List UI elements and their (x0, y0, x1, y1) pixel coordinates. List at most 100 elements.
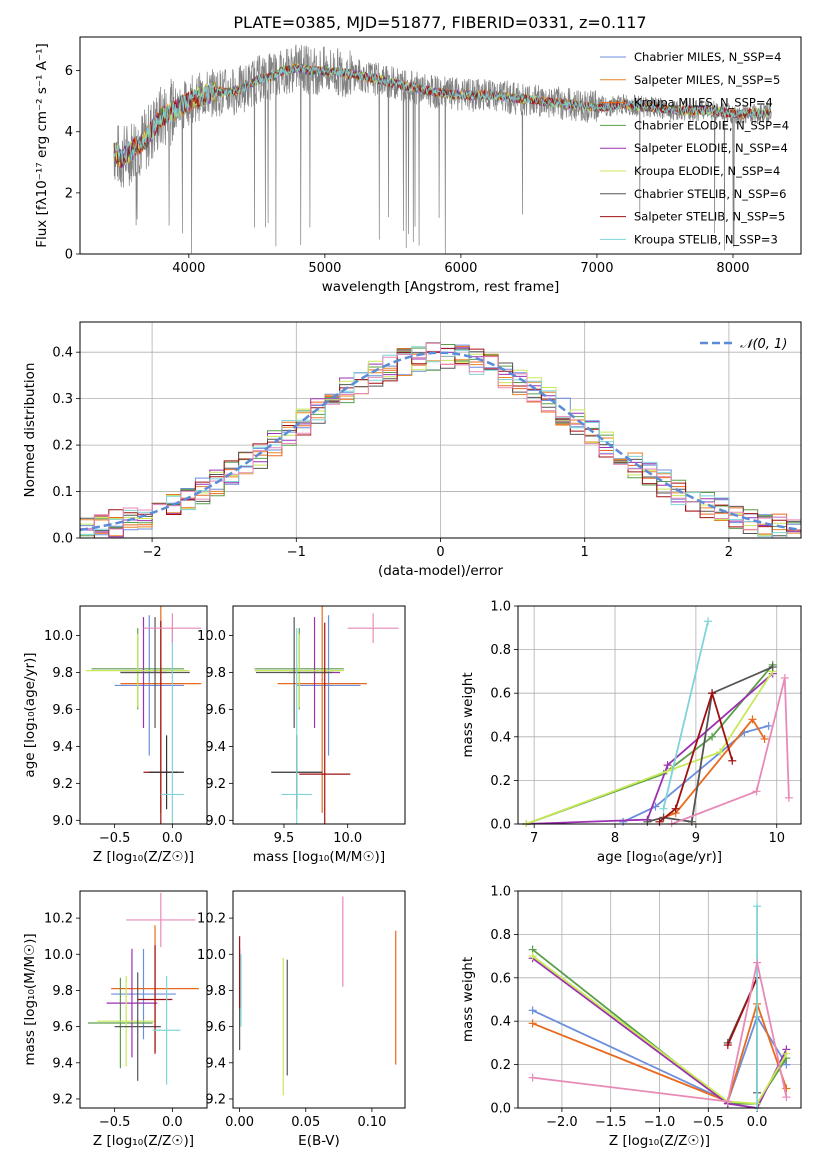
y-tick-label: 9.2 (205, 777, 226, 792)
legend-entry: Salpeter STELIB, N_SSP=5 (634, 210, 785, 224)
spectrum-panel: 4000 5000 6000 7000 8000 0 2 4 6 wavelength [Angs… (34, 36, 802, 295)
x-tick-label: 6000 (444, 261, 477, 276)
weight-vs-Z-panel: −2.0 −1.5 −1.0 −0.5 0.0 0.0 0.2 0.4 0.6 0.8 1.0 Z [… (460, 885, 802, 1149)
x-axis-label: E(B-V) (298, 1133, 340, 1149)
weight-line (663, 717, 766, 819)
y-axis-label: Flux [fλ10⁻¹⁷ erg cm⁻² s⁻¹ A⁻¹] (34, 43, 50, 248)
y-tick-label: 0.0 (52, 532, 73, 547)
points (88, 892, 199, 1085)
y-tick-label: 9.4 (205, 740, 226, 755)
y-tick-label: 0.2 (490, 774, 511, 789)
x-axis-label: Z [log₁₀(Z/Z☉)] (93, 849, 194, 865)
histograms (80, 342, 801, 538)
legend-entry: 𝒩(0, 1) (740, 337, 787, 352)
x-tick-label: −0.5 (99, 831, 131, 846)
y-axis-label: mass weight (460, 957, 476, 1042)
y-tick-label: 9.0 (52, 814, 73, 829)
weight-line (532, 948, 788, 1105)
y-tick-label: 0.4 (490, 730, 511, 745)
model-spectrum (113, 64, 772, 164)
legend-entry: Salpeter ELODIE, N_SSP=4 (634, 141, 788, 155)
points (239, 896, 397, 1096)
y-axis-label: Normed distribution (22, 363, 38, 498)
y-tick-label: 0.6 (490, 971, 511, 986)
y-tick-label: 2 (65, 186, 73, 201)
weight-line (658, 690, 734, 823)
y-tick-label: 9.2 (52, 1092, 73, 1107)
x-tick-label: 9.5 (274, 831, 295, 846)
y-tick-label: 10.0 (197, 629, 226, 644)
normal-curve (80, 351, 801, 532)
x-tick-label: 1 (581, 545, 589, 560)
y-tick-label: 10.0 (44, 629, 73, 644)
weight-series (522, 617, 793, 827)
y-tick-label: 9.8 (52, 984, 73, 999)
x-axis-label: mass [log₁₀(M/M☉)] (253, 849, 385, 865)
x-tick-label: 5000 (308, 261, 341, 276)
legend-entry: Kroupa ELODIE, N_SSP=4 (634, 164, 780, 178)
y-tick-label: 0.0 (490, 1102, 511, 1117)
x-tick-label: 0.0 (162, 831, 183, 846)
x-axis-label: Z [log₁₀(Z/Z☉)] (609, 1133, 710, 1149)
x-tick-label: 7000 (580, 261, 613, 276)
y-tick-label: 9.8 (205, 984, 226, 999)
x-tick-label: 0.0 (747, 1115, 768, 1130)
x-tick-label: 2 (725, 545, 733, 560)
legend-entry: Chabrier ELODIE, N_SSP=4 (634, 118, 789, 132)
y-tick-label: 0 (65, 248, 73, 263)
legend-entry: Kroupa MILES, N_SSP=4 (634, 96, 773, 110)
y-tick-label: 0.6 (490, 687, 511, 702)
y-tick-label: 10.2 (44, 912, 73, 927)
x-tick-label: 0.00 (225, 1115, 254, 1130)
x-tick-label: 7 (530, 831, 538, 846)
y-tick-label: 6 (65, 64, 73, 79)
y-tick-label: 1.0 (490, 885, 511, 900)
points (254, 606, 399, 824)
weight-vs-age-panel: 7 8 9 10 0.0 0.2 0.4 0.6 0.8 1.0 age [log₁₀(age/yr… (460, 600, 802, 865)
y-tick-label: 9.8 (52, 666, 73, 681)
y-tick-label: 9.4 (205, 1056, 226, 1071)
y-tick-label: 0.2 (52, 439, 73, 454)
x-tick-label: 4000 (172, 261, 205, 276)
y-tick-label: 9.6 (52, 703, 73, 718)
y-tick-label: 9.6 (205, 703, 226, 718)
axes-frame (79, 36, 802, 255)
y-tick-label: 10.2 (197, 912, 226, 927)
x-tick-label: −1 (287, 545, 306, 560)
x-tick-label: 0.0 (162, 1115, 183, 1130)
y-tick-label: 0.3 (52, 392, 73, 407)
x-tick-label: −2 (143, 545, 162, 560)
axes-frame (517, 605, 802, 825)
mass-vs-Z-panel: −0.5 0.0 9.2 9.4 9.6 9.8 10.0 10.2 Z [log₁₀(Z/Z☉… (22, 890, 208, 1149)
axes-frame (79, 321, 802, 539)
x-tick-label: −2.0 (546, 1115, 578, 1130)
x-axis-label: (data-model)/error (378, 563, 504, 579)
legend-entry: Chabrier MILES, N_SSP=4 (634, 50, 781, 64)
weight-series (528, 902, 791, 1111)
mass-vs-ebv-panel: 0.00 0.05 0.10 9.2 9.4 9.6 9.8 10.0 10.2 E(B-V) (197, 890, 406, 1149)
axes-frame (232, 890, 406, 1109)
y-tick-label: 9.6 (205, 1020, 226, 1035)
y-tick-label: 9.4 (52, 740, 73, 755)
x-tick-label: 0 (436, 545, 444, 560)
y-tick-label: 9.2 (52, 777, 73, 792)
x-tick-label: −0.5 (693, 1115, 725, 1130)
axes-frame (232, 605, 406, 825)
y-tick-label: 9.0 (205, 814, 226, 829)
x-tick-label: 9 (692, 831, 700, 846)
y-tick-label: 10.0 (197, 948, 226, 963)
x-axis-label: age [log₁₀(age/yr)] (597, 849, 722, 865)
age-vs-Z-panel: −0.5 0.0 9.0 9.2 9.4 9.6 9.8 10.0 Z [log₁₀(Z/Z☉)… (22, 605, 208, 865)
y-axis-label: age [log₁₀(age/yr)] (22, 652, 38, 777)
x-tick-label: 8000 (716, 261, 749, 276)
y-tick-label: 0.8 (490, 643, 511, 658)
x-tick-label: −1.5 (595, 1115, 627, 1130)
y-tick-label: 1.0 (490, 600, 511, 615)
weight-line (532, 962, 788, 1103)
y-tick-label: 9.2 (205, 1092, 226, 1107)
weight-line (532, 1000, 788, 1103)
axes-frame (79, 890, 208, 1109)
age-vs-mass-panel: 9.5 10.0 9.0 9.2 9.4 9.6 9.8 10.0 mass [log₁₀(M/… (197, 605, 406, 865)
x-tick-label: 0.05 (291, 1115, 320, 1130)
